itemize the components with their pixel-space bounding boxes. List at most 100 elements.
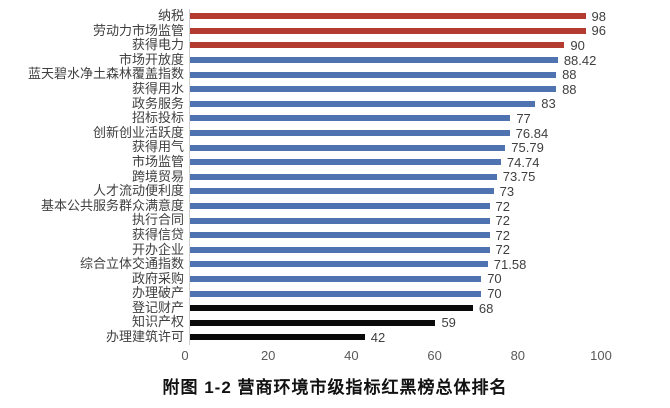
value-label: 88.42 [563,52,597,68]
chart-row: 获得电力 90 [0,38,670,53]
bar [190,71,557,78]
bar [190,159,501,166]
category-label: 办理建筑许可 [105,329,184,345]
plot-area: 90 [189,38,606,53]
bar [190,334,365,341]
bar [190,130,510,137]
value-label: 83 [541,96,556,112]
chart-row: 获得信贷 72 [0,226,670,243]
chart-row: 知识产权 59 [0,315,670,330]
category-label: 政务服务 [131,95,184,111]
value-label: 74.74 [506,154,540,170]
bar [190,42,565,49]
value-label: 96 [591,23,606,39]
chart-title: 附图 1-2 营商环境市级指标红黑榜总体排名 [162,377,508,397]
value-label: 73 [499,183,515,199]
value-label: 77 [516,110,531,126]
bar [190,188,494,195]
value-label: 70 [487,286,502,302]
bar [190,173,497,180]
chart-row: 市场开放度 88.42 [0,52,670,68]
bar [190,246,490,253]
category-label: 办理破产 [131,285,184,301]
category-label: 执行合同 [131,212,184,228]
bar [190,232,490,239]
plot-area: 70 [189,271,606,287]
chart-row: 办理破产 70 [0,286,670,301]
category-label: 纳税 [157,8,184,23]
bar [190,203,490,210]
bar [190,217,490,224]
category-label: 政府采购 [131,270,184,286]
value-label: 42 [370,329,386,345]
category-label: 跨境贸易 [131,168,184,184]
value-label: 59 [441,315,456,331]
category-label: 基本公共服务群众满意度 [40,197,184,213]
value-label: 68 [478,300,494,316]
category-label: 知识产权 [131,314,184,330]
plot-area: 98 [189,9,606,24]
plot-area: 88.42 [189,53,606,68]
bar [190,13,586,20]
chart-row: 开办企业 72 [0,241,670,258]
bar [190,115,511,122]
chart-row: 基本公共服务群众满意度 72 [0,197,670,214]
value-label: 73.75 [502,169,536,185]
chart-row: 办理建筑许可 42 [0,329,670,345]
bar [190,261,488,268]
plot-area: 59 [189,315,606,330]
category-label: 获得信贷 [131,226,184,242]
x-tick-label: 0 [181,347,189,363]
value-label: 72 [495,227,510,243]
plot-area: 75.79 [189,140,606,155]
chart-row: 市场监管 74.74 [0,153,670,170]
value-label: 75.79 [511,140,544,156]
value-label: 72 [495,198,510,214]
chart-row: 人才流动便利度 73 [0,184,670,199]
chart-rows: 纳税 98 劳动力市场监管 96 获得电力 90 市场开放度 88.42 蓝天碧水净土森林覆盖指… [0,8,670,345]
value-label: 76.84 [515,125,549,141]
category-label: 招标投标 [131,110,184,126]
bar [190,305,473,312]
x-tick-label: 20 [260,347,276,363]
value-label: 71.58 [493,256,527,272]
chart-row: 获得用气 75.79 [0,140,670,155]
value-label: 70 [487,271,502,287]
bar [190,100,536,107]
bar [190,275,482,282]
bar [190,290,482,297]
category-label: 市场监管 [131,153,184,169]
chart-row: 获得用水 88 [0,81,670,97]
category-label: 综合立体交通指数 [79,256,184,272]
category-label: 人才流动便利度 [92,183,184,199]
bar [190,27,586,34]
x-axis: 0 20 40 60 80 100 [181,347,611,366]
bar [190,319,436,326]
category-label: 创新创业活跃度 [92,124,184,140]
chart-row: 跨境贸易 73.75 [0,168,670,185]
bar [190,86,557,93]
chart-row: 执行合同 72 [0,213,670,228]
chart-row: 蓝天碧水净土森林覆盖指数 88 [0,67,670,82]
value-label: 72 [495,242,510,258]
plot-area: 68 [189,301,606,316]
chart-row: 政务服务 83 [0,95,670,112]
x-tick-label: 60 [427,347,442,363]
plot-area: 88 [189,82,606,97]
bar [190,144,506,151]
plot-area: 77 [189,111,606,126]
value-label: 90 [570,37,585,53]
chart-row: 政府采购 70 [0,270,670,287]
plot-area: 72 [189,199,606,214]
value-label: 98 [591,8,606,24]
chart-row: 劳动力市场监管 96 [0,23,670,39]
plot-area: 96 [189,23,606,39]
chart-row: 创新创业活跃度 76.84 [0,124,670,141]
category-label: 开办企业 [131,241,184,257]
value-label: 88 [562,81,577,97]
category-label: 获得用气 [131,139,184,155]
plot-area: 73.75 [189,169,606,185]
plot-area: 70 [189,286,606,301]
chart-row: 招标投标 77 [0,111,670,126]
